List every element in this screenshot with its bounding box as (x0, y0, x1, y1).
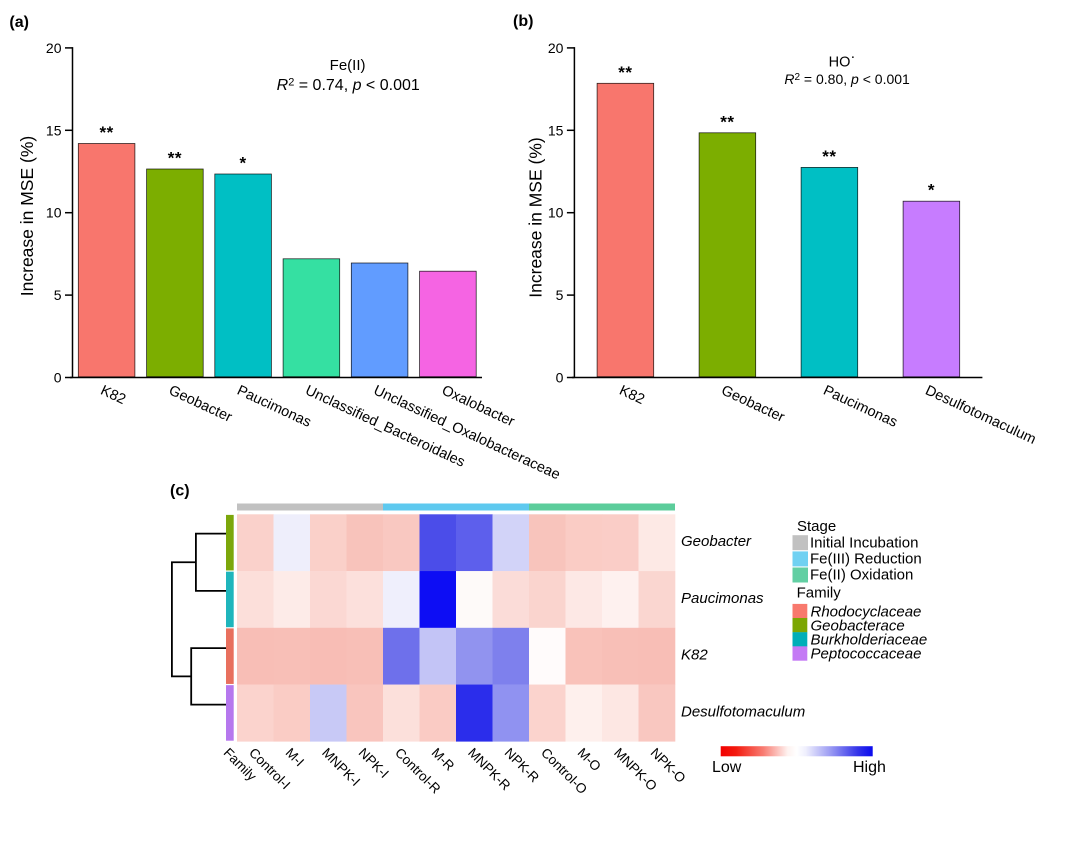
svg-text:Geobacter: Geobacter (681, 533, 752, 550)
svg-text:Geobacterace: Geobacterace (811, 617, 905, 634)
svg-text:Stage: Stage (797, 518, 836, 535)
svg-text:10: 10 (46, 205, 62, 221)
svg-text:Rhodocyclaceae: Rhodocyclaceae (811, 603, 922, 620)
svg-text:K82: K82 (681, 647, 708, 664)
svg-text:(a): (a) (9, 14, 29, 31)
svg-text:10: 10 (548, 205, 564, 221)
svg-text:**: ** (822, 147, 836, 166)
svg-text:5: 5 (54, 287, 62, 303)
svg-text:20: 20 (46, 40, 62, 56)
svg-text:Fe(II): Fe(II) (330, 57, 366, 74)
svg-text:Fe(II) Oxidation: Fe(II) Oxidation (810, 567, 913, 584)
svg-text:Initial Incubation: Initial Incubation (810, 534, 918, 551)
svg-text:Fe(III) Reduction: Fe(III) Reduction (810, 551, 922, 568)
svg-text:20: 20 (548, 40, 564, 56)
svg-text:Increase in MSE (%): Increase in MSE (%) (526, 137, 546, 297)
svg-text:15: 15 (548, 122, 564, 138)
svg-text:0: 0 (556, 370, 564, 386)
svg-text:**: ** (99, 123, 113, 142)
svg-text:*: * (928, 181, 935, 200)
svg-text:Peptococcaceae: Peptococcaceae (811, 646, 922, 663)
svg-text:Paucimonas: Paucimonas (681, 590, 764, 607)
svg-text:*: * (240, 154, 247, 173)
svg-text:**: ** (168, 149, 182, 168)
svg-text:(b): (b) (513, 13, 533, 30)
svg-text:Burkholderiaceae: Burkholderiaceae (811, 632, 928, 649)
svg-text:HO·: HO· (829, 48, 856, 71)
svg-text:R2 = 0.74, p < 0.001: R2 = 0.74, p < 0.001 (277, 76, 420, 94)
svg-text:Desulfotomaculum: Desulfotomaculum (681, 703, 805, 720)
svg-text:15: 15 (46, 122, 62, 138)
svg-text:R2 = 0.80, p < 0.001: R2 = 0.80, p < 0.001 (784, 71, 910, 87)
svg-text:High: High (853, 759, 886, 776)
svg-text:Low: Low (712, 759, 742, 776)
svg-text:0: 0 (54, 370, 62, 386)
svg-text:Family: Family (797, 585, 842, 602)
svg-text:(c): (c) (170, 483, 190, 500)
svg-text:**: ** (618, 63, 632, 82)
svg-text:Increase in MSE (%): Increase in MSE (%) (17, 136, 37, 296)
svg-text:5: 5 (556, 287, 564, 303)
svg-text:**: ** (720, 112, 734, 131)
